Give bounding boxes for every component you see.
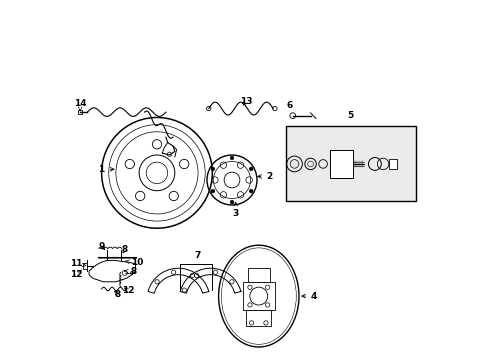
Circle shape <box>211 189 214 193</box>
Text: 5: 5 <box>347 111 353 120</box>
Bar <box>78 110 82 114</box>
Text: 12: 12 <box>122 285 134 294</box>
Text: 9: 9 <box>98 242 104 251</box>
Text: 8: 8 <box>122 245 128 254</box>
Text: 14: 14 <box>74 99 86 111</box>
Bar <box>285 126 415 202</box>
Circle shape <box>249 189 252 193</box>
Text: 12: 12 <box>70 270 82 279</box>
Text: 8: 8 <box>124 267 137 276</box>
Circle shape <box>230 156 233 159</box>
Bar <box>242 282 274 310</box>
Bar <box>329 150 352 178</box>
Text: 6: 6 <box>285 101 292 110</box>
Text: 7: 7 <box>195 251 201 260</box>
Text: 10: 10 <box>125 258 143 267</box>
Bar <box>388 158 396 169</box>
Text: 8: 8 <box>114 290 121 299</box>
Bar <box>247 267 269 282</box>
Text: 11: 11 <box>70 260 86 269</box>
Text: 3: 3 <box>232 202 238 219</box>
Bar <box>246 310 271 327</box>
Text: 1: 1 <box>98 165 114 174</box>
Text: 2: 2 <box>257 172 272 181</box>
Circle shape <box>249 167 252 171</box>
Text: 4: 4 <box>301 292 317 301</box>
Circle shape <box>230 201 233 204</box>
Circle shape <box>211 167 214 171</box>
Bar <box>83 263 87 269</box>
Text: 13: 13 <box>240 97 252 106</box>
